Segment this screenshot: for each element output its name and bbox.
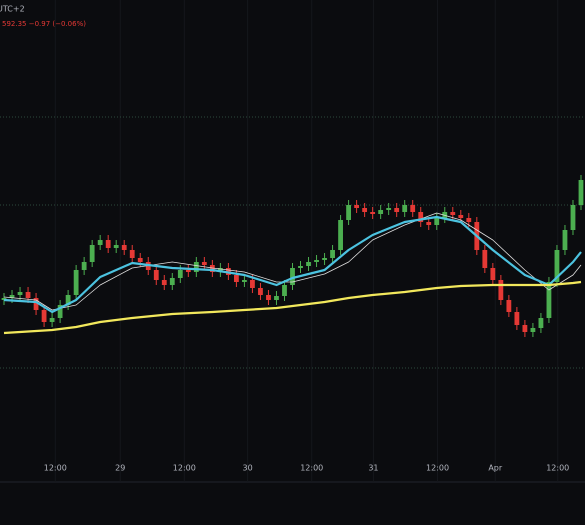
candle-body [17,292,23,295]
candle-body [434,218,440,225]
candle-body [9,295,15,298]
candle-body [314,260,319,262]
chart-header: UTC+2 [0,5,25,14]
candle-body [330,250,335,258]
candle-body [274,296,279,300]
candle-body [554,250,560,282]
candle-body [338,220,343,250]
candle-body [458,215,464,218]
x-tick-label: 31 [368,464,378,473]
candle-body [177,270,183,278]
candle-body [49,318,55,322]
candle-body [113,245,119,248]
candle-body [33,298,39,310]
x-tick-label: 12:00 [546,464,569,473]
candle-body [129,250,135,258]
candle-body [209,265,215,272]
candle-body [506,300,512,312]
candle-body [562,230,568,250]
candle-body [410,205,416,212]
candle-body [490,268,496,280]
candle-body [153,270,159,280]
candle-body [73,270,79,295]
candle-body [25,292,31,298]
candle-body [378,210,384,214]
candle-body [386,208,392,210]
candle-body [266,295,271,300]
x-tick-label: 12:00 [173,464,196,473]
x-tick-label: 12:00 [426,464,449,473]
candle-body [290,268,295,285]
candle-body [258,288,263,295]
candle-body [57,305,63,318]
moving-average [3,212,582,311]
candle-body [217,268,223,272]
candle-body [185,270,191,272]
candle-body [81,262,87,270]
candle-body [578,180,584,205]
candle-body [201,262,207,265]
candle-body [89,245,95,262]
candle-body [121,245,127,250]
candle-body [522,325,528,332]
candle-body [418,212,424,222]
candle-body [282,285,287,296]
candle-body [514,312,520,325]
candle-body [234,275,239,282]
candle-body [538,318,544,328]
price-legend: 592.35 −0.97 (−0.06%) [2,20,86,28]
candle-body [354,205,360,208]
candle-body [250,280,255,288]
candle-body [161,280,167,285]
candle-body [169,278,175,285]
candle-body [97,240,103,245]
x-tick-label: 29 [115,464,125,473]
candle-body [570,205,576,230]
candle-body [498,280,504,300]
candle-body [530,328,536,332]
candle-body [362,208,368,212]
candle-body [105,240,111,248]
candle-body [65,295,71,305]
candle-body [370,212,376,214]
candle-body [426,222,432,225]
candle-body [482,250,488,268]
candle-body [137,258,143,262]
candle-body [402,205,408,212]
x-tick-label: Apr [488,464,503,473]
candle-body [242,280,247,282]
x-tick-label: 30 [243,464,253,473]
x-tick-label: 12:00 [300,464,323,473]
candle-body [193,262,199,272]
candle-body [546,282,552,318]
x-tick-label: 12:00 [44,464,67,473]
moving-average [3,280,582,335]
candle-body [1,298,7,300]
candle-body [41,310,47,322]
candle-body [394,208,400,212]
candle-body [306,262,311,266]
moving-average [3,215,582,314]
candle-body [298,266,303,268]
candle-body [450,212,456,215]
candle-body [346,205,351,220]
candle-body [466,218,472,222]
candle-body [322,258,327,260]
